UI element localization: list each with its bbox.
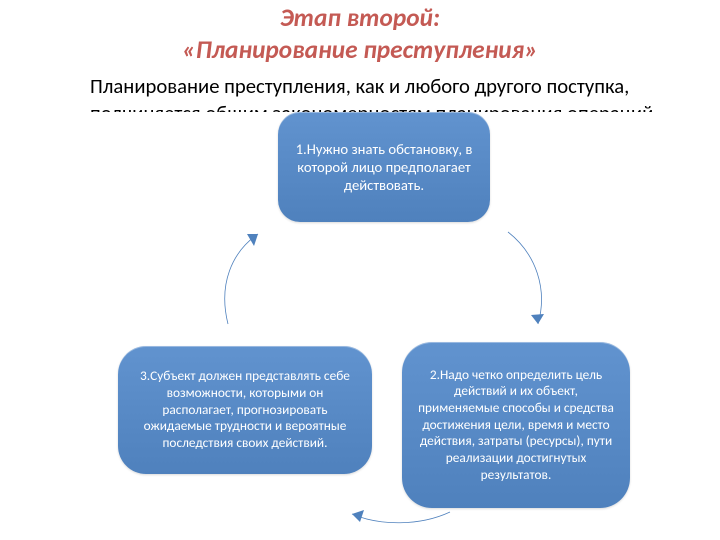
cycle-node-1: 1.Нужно знать обстановку, в которой лицо… <box>278 112 490 222</box>
slide: Этап второй: «Планирование преступления»… <box>0 2 720 540</box>
cycle-arrow-1 <box>498 224 558 334</box>
cycle-diagram: 1.Нужно знать обстановку, в которой лицо… <box>0 112 720 532</box>
slide-title: Этап второй: «Планирование преступления» <box>0 2 720 65</box>
title-line2: «Планирование преступления» <box>182 34 538 65</box>
cycle-node-3: 3.Субъект должен представлять себе возмо… <box>118 346 372 474</box>
cycle-node-2: 2.Надо четко определить цель действий и … <box>402 342 630 508</box>
cycle-node-text-1: 1.Нужно знать обстановку, в которой лицо… <box>294 140 474 195</box>
cycle-arrow-3 <box>212 224 272 334</box>
title-line1: Этап второй: <box>280 2 440 33</box>
cycle-arrow-2 <box>340 492 460 532</box>
cycle-node-text-2: 2.Надо четко определить цель действий и … <box>418 367 614 484</box>
cycle-node-text-3: 3.Субъект должен представлять себе возмо… <box>134 368 356 451</box>
intro-line1: Планирование преступления, как и любого … <box>90 73 629 99</box>
